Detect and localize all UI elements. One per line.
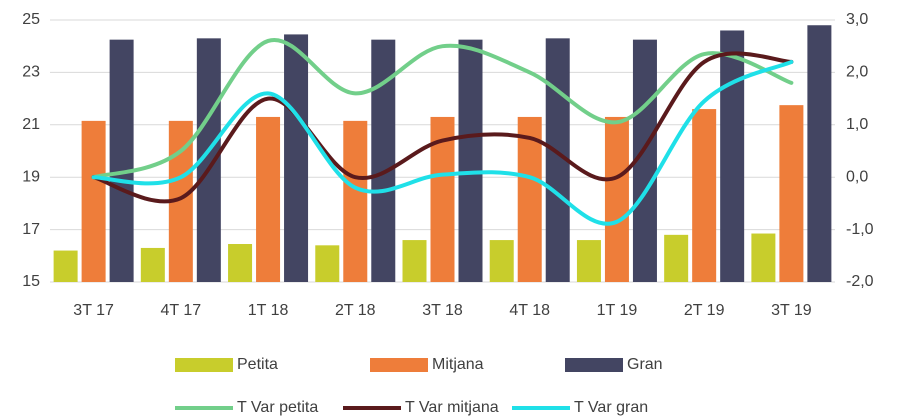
bar: [371, 39, 396, 283]
x-tick-label: 2T 19: [684, 302, 725, 319]
line: [91, 59, 794, 226]
y2-tick-label: 1,0: [846, 116, 868, 133]
legend-label: T Var gran: [574, 399, 648, 416]
bar: [751, 233, 776, 282]
bar: [109, 39, 134, 283]
bar: [576, 240, 601, 282]
bar: [284, 34, 309, 282]
bar: [256, 116, 281, 282]
bar: [140, 247, 165, 282]
bar: [343, 120, 368, 283]
bar: [807, 25, 832, 283]
bar: [664, 234, 689, 282]
y-tick-label: 21: [22, 116, 40, 133]
y-tick-label: 23: [22, 64, 40, 81]
x-tick-label: 3T 19: [771, 302, 812, 319]
bar: [779, 105, 804, 283]
x-tick-label: 2T 18: [335, 302, 376, 319]
legend-swatch: [370, 358, 428, 372]
bar: [604, 116, 629, 282]
y2-tick-label: 3,0: [846, 11, 868, 28]
legend-label: T Var mitjana: [405, 399, 499, 416]
bar: [517, 116, 542, 282]
y-tick-label: 15: [22, 273, 40, 290]
y2-tick-label: -2,0: [846, 273, 874, 290]
bar: [458, 39, 483, 283]
bar: [315, 245, 340, 282]
x-tick-label: 1T 18: [248, 302, 289, 319]
x-tick-label: 4T 18: [509, 302, 550, 319]
legend-swatch: [565, 358, 623, 372]
x-tick-label: 3T 18: [422, 302, 463, 319]
bar: [489, 240, 514, 282]
y2-tick-label: 2,0: [846, 64, 868, 81]
x-tick-label: 1T 19: [597, 302, 638, 319]
legend-label: Gran: [627, 356, 663, 373]
y2-tick-label: 0,0: [846, 168, 868, 185]
bar: [53, 250, 78, 282]
bar: [228, 244, 253, 282]
x-tick-label: 3T 17: [73, 302, 114, 319]
bar: [81, 120, 106, 283]
line: [91, 37, 794, 180]
bar: [402, 240, 427, 282]
y-tick-label: 19: [22, 168, 40, 185]
y-tick-label: 25: [22, 11, 40, 28]
legend-label: Mitjana: [432, 356, 484, 373]
bar: [720, 30, 745, 283]
legend-swatch: [175, 358, 233, 372]
legend-label: Petita: [237, 356, 278, 373]
line: [91, 51, 794, 204]
legend-label: T Var petita: [237, 399, 318, 416]
y2-tick-label: -1,0: [846, 221, 874, 238]
x-tick-label: 4T 17: [161, 302, 202, 319]
bar: [692, 109, 717, 282]
y-tick-label: 17: [22, 221, 40, 238]
